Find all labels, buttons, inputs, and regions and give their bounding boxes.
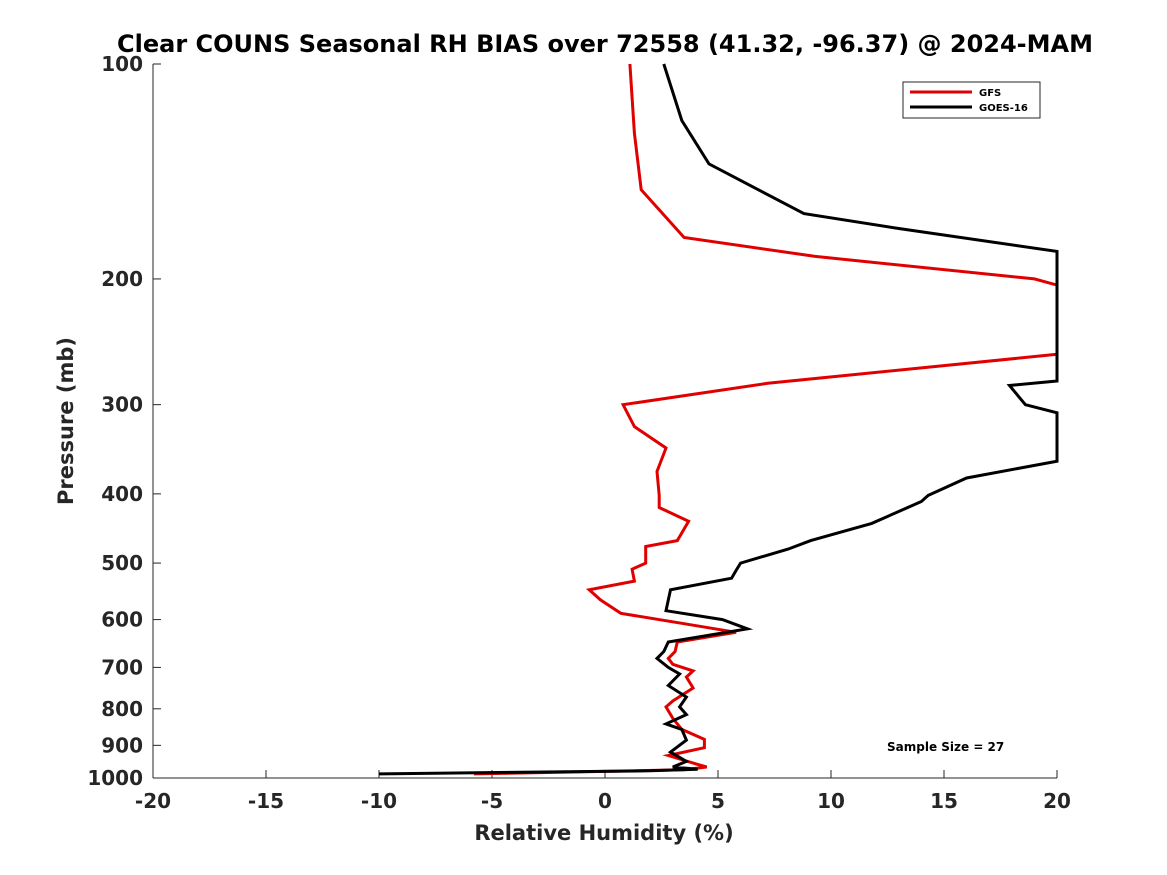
chart-title: Clear COUNS Seasonal RH BIAS over 72558 … <box>117 30 1093 58</box>
series-layer <box>378 63 1059 776</box>
y-tick-label: 300 <box>101 393 143 417</box>
plot-frame <box>153 64 1057 778</box>
y-ticks: 100 200 300 400 500 600 700 800 900 1000 <box>87 52 161 790</box>
y-tick-label: 900 <box>101 733 143 757</box>
y-tick-label: 1000 <box>87 766 143 790</box>
x-axis-label: Relative Humidity (%) <box>474 821 733 845</box>
y-tick-label: 800 <box>101 697 143 721</box>
y-axis-label: Pressure (mb) <box>54 337 78 505</box>
series-line-goes16 <box>378 63 1059 776</box>
y-tick-label: 400 <box>101 482 143 506</box>
y-tick-label: 700 <box>101 655 143 679</box>
y-tick-label: 600 <box>101 608 143 632</box>
x-tick-label: -20 <box>135 789 171 813</box>
x-tick-label: -10 <box>361 789 397 813</box>
x-tick-label: -15 <box>248 789 284 813</box>
legend-box <box>902 81 1041 119</box>
x-ticks: -20 -15 -10 -5 0 5 10 15 20 <box>135 770 1071 813</box>
x-tick-label: 20 <box>1043 789 1071 813</box>
x-tick-label: 0 <box>598 789 612 813</box>
legend: GFS GOES-16 <box>902 81 1041 119</box>
x-tick-label: -5 <box>481 789 503 813</box>
x-tick-label: 15 <box>930 789 958 813</box>
y-tick-label: 100 <box>101 52 143 76</box>
legend-label-gfs: GFS <box>979 88 1001 99</box>
plot-area <box>152 64 1057 779</box>
sample-size-annotation: Sample Size = 27 <box>887 740 1004 754</box>
legend-label-goes16: GOES-16 <box>979 103 1028 114</box>
y-tick-label: 500 <box>101 551 143 575</box>
y-tick-label: 200 <box>101 267 143 291</box>
x-tick-label: 5 <box>711 789 725 813</box>
x-tick-label: 10 <box>817 789 845 813</box>
